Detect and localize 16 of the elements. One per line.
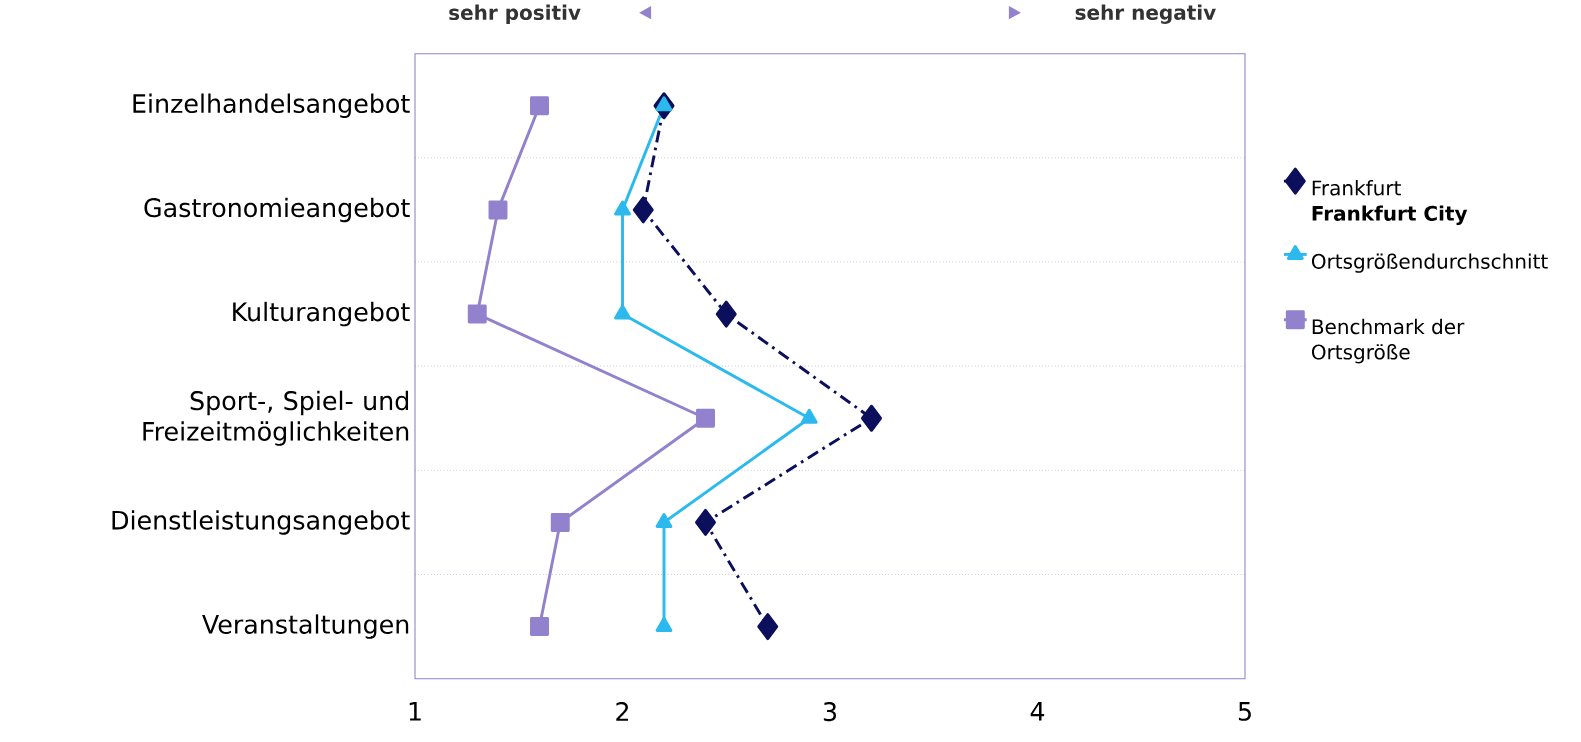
y-tick-label: Sport-, Spiel- und Freizeitmöglichkeiten — [143, 390, 409, 447]
legend-label: Ortsgrößendurchschnitt — [1311, 253, 1548, 273]
legend-label: Frankfurt Frankfurt City — [1312, 180, 1468, 226]
y-tick-label: Kulturangebot — [233, 302, 410, 327]
y-tick-label: Veranstaltungen — [202, 614, 409, 640]
x-tick-label: 3 — [823, 702, 837, 722]
x-tick-label: 2 — [616, 702, 629, 722]
x-tick-label: 4 — [1030, 702, 1045, 721]
x-tick-label: 1 — [409, 702, 421, 721]
text: sehr positiv — [449, 4, 581, 25]
y-tick-label: Einzelhandelsangebot — [133, 93, 410, 119]
x-tick-label: 5 — [1238, 702, 1251, 722]
y-tick-label: Dienstleistungsangebot — [112, 510, 410, 535]
y-tick-label: Gastronomieangebot — [144, 197, 410, 223]
text: sehr negativ — [1075, 4, 1216, 25]
legend-label: Benchmark der Ortsgröße — [1311, 318, 1465, 364]
